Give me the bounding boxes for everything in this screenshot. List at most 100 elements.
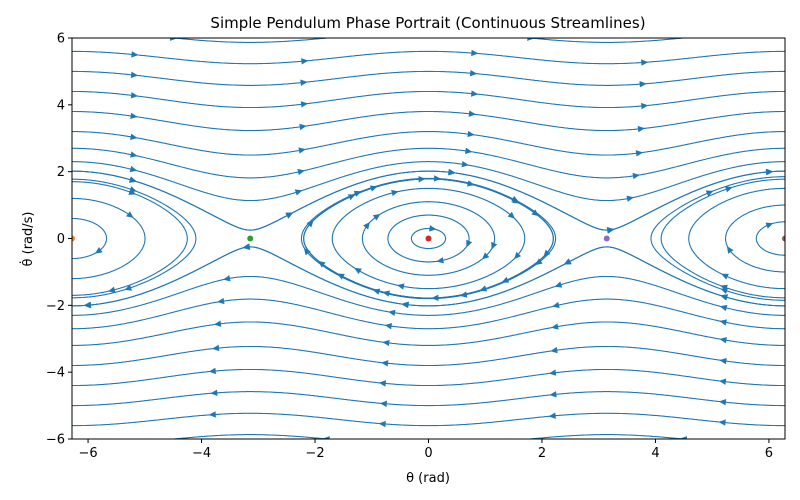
stream-arrow <box>719 319 727 326</box>
streamline <box>72 90 785 109</box>
stream-arrow <box>300 79 308 86</box>
stream-arrow <box>363 221 370 230</box>
stream-arrow <box>208 367 216 375</box>
stream-arrow <box>471 49 479 57</box>
stream-arrow <box>514 251 522 260</box>
stream-arrow <box>94 247 103 254</box>
streamline <box>72 131 785 156</box>
stream-arrow <box>719 337 727 344</box>
stream-arrow <box>382 290 391 297</box>
stream-arrow <box>107 286 116 293</box>
stream-arrow <box>298 147 306 154</box>
stream-arrow <box>169 38 178 41</box>
streamline <box>72 275 785 316</box>
stream-arrow <box>501 276 510 283</box>
stream-arrow <box>382 339 390 347</box>
stream-arrow <box>720 284 728 291</box>
x-tick-label: −6 <box>78 446 97 461</box>
streamline <box>387 214 470 263</box>
streamline <box>72 161 785 202</box>
stream-arrow <box>294 189 303 196</box>
x-tick-label: 0 <box>424 446 432 461</box>
streamline <box>72 412 785 427</box>
stream-arrow <box>466 180 475 187</box>
stream-arrow <box>549 391 557 398</box>
stream-arrow <box>479 285 488 292</box>
stream-arrow <box>372 213 381 221</box>
streamline <box>410 227 447 250</box>
stream-arrow <box>378 420 386 428</box>
x-tick-label: 2 <box>538 446 546 461</box>
stream-arrow <box>213 320 222 327</box>
y-tick-label: 0 <box>57 232 65 247</box>
stream-arrow <box>396 283 405 290</box>
stream-arrow <box>129 165 138 173</box>
stream-arrow <box>129 186 137 193</box>
stream-arrow <box>470 90 479 97</box>
streamline <box>72 321 785 346</box>
stream-arrow <box>448 169 456 176</box>
stream-arrow <box>641 59 649 66</box>
stream-arrow <box>554 281 563 288</box>
stream-arrow <box>466 239 473 248</box>
streamline <box>72 345 785 367</box>
stream-arrow <box>527 38 535 41</box>
streamline <box>72 170 785 231</box>
x-tick-label: 6 <box>765 446 773 461</box>
equilibria-group <box>72 235 785 242</box>
stream-arrow <box>126 211 134 218</box>
stream-arrow <box>719 304 728 312</box>
stream-arrow <box>464 147 473 154</box>
stream-arrow <box>217 297 225 305</box>
stream-arrow <box>130 112 138 120</box>
x-tick-label: −4 <box>192 446 211 461</box>
stream-arrow <box>719 357 727 365</box>
streamline <box>72 391 785 407</box>
stream-arrow <box>433 175 442 182</box>
stream-arrow <box>124 284 133 291</box>
stream-arrow <box>208 411 216 418</box>
stream-arrow <box>129 176 138 183</box>
streamline <box>660 178 785 299</box>
stream-arrow <box>353 190 362 197</box>
streamline <box>72 181 188 296</box>
stream-arrow <box>641 102 649 110</box>
y-tick-label: −2 <box>46 299 65 314</box>
stream-arrow <box>223 275 231 282</box>
stream-arrow <box>607 227 615 234</box>
chart-title: Simple Pendulum Phase Portrait (Continuo… <box>210 14 645 32</box>
stream-arrow <box>632 172 640 180</box>
stream-arrow <box>303 247 311 256</box>
stream-arrow <box>548 369 557 376</box>
streamline <box>331 187 526 290</box>
streamline <box>72 147 785 179</box>
stream-arrow <box>467 130 475 138</box>
equilibrium-point <box>247 235 254 242</box>
stream-arrow <box>543 249 551 258</box>
stream-arrow <box>391 189 399 197</box>
stream-arrow <box>459 291 468 298</box>
stream-arrow <box>726 246 734 254</box>
stream-arrow <box>322 436 330 439</box>
stream-arrow <box>724 186 733 193</box>
streamline <box>650 176 785 301</box>
stream-arrow <box>468 110 476 117</box>
stream-arrow <box>469 69 478 77</box>
streamline <box>725 204 785 273</box>
stream-arrow <box>431 294 439 301</box>
stream-arrow <box>285 212 294 219</box>
y-tick-label: 4 <box>57 98 65 113</box>
stream-arrow <box>212 344 220 352</box>
stream-arrow <box>535 258 543 266</box>
x-axis-label: θ (rad) <box>406 471 450 486</box>
x-tick-label: −2 <box>305 446 324 461</box>
streamline <box>72 298 785 330</box>
streamline <box>688 187 785 290</box>
stream-arrow <box>306 219 314 228</box>
streamlines-group <box>72 38 785 439</box>
stream-arrow <box>401 301 409 309</box>
stream-arrow <box>381 360 389 367</box>
stream-arrow <box>481 252 490 260</box>
stream-arrow <box>84 301 92 309</box>
